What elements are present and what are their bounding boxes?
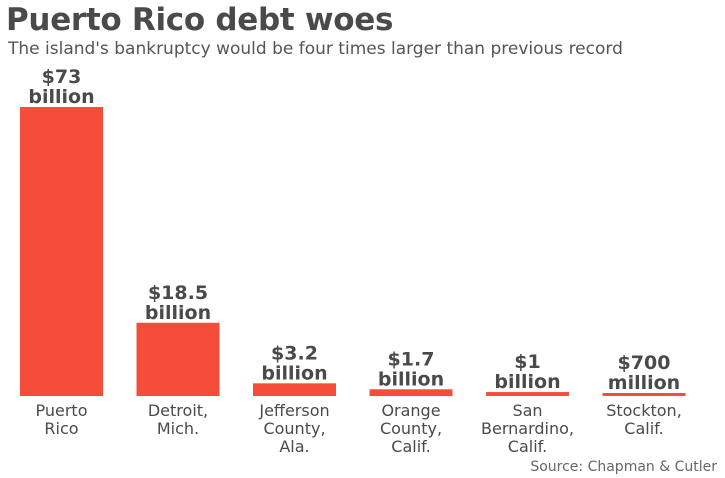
value-label-3: $1.7 billion xyxy=(378,348,444,390)
value-label-4: $1 billion xyxy=(494,351,560,393)
chart-title: Puerto Rico debt woes xyxy=(6,2,394,38)
value-label-0: $73 billion xyxy=(28,66,94,108)
bar-0 xyxy=(20,107,103,396)
source-note: Source: Chapman & Cutler xyxy=(530,459,717,475)
category-label-5: Stockton, Calif. xyxy=(606,401,682,438)
value-label-5: $700 million xyxy=(608,352,680,394)
value-label-2: $3.2 billion xyxy=(261,342,327,384)
category-label-2: Jefferson County, Ala. xyxy=(258,401,329,456)
bar-5 xyxy=(602,393,686,396)
category-label-4: San Bernardino, Calif. xyxy=(481,401,574,456)
category-label-1: Detroit, Mich. xyxy=(148,401,208,438)
bar-2 xyxy=(253,383,336,396)
bar-4 xyxy=(486,392,569,396)
bar-3 xyxy=(369,389,453,396)
category-label-0: Puerto Rico xyxy=(36,401,88,438)
bar-1 xyxy=(136,322,220,396)
category-label-3: Orange County, Calif. xyxy=(380,401,442,456)
chart-subtitle: The island's bankruptcy would be four ti… xyxy=(8,39,623,59)
value-label-1: $18.5 billion xyxy=(145,282,211,324)
